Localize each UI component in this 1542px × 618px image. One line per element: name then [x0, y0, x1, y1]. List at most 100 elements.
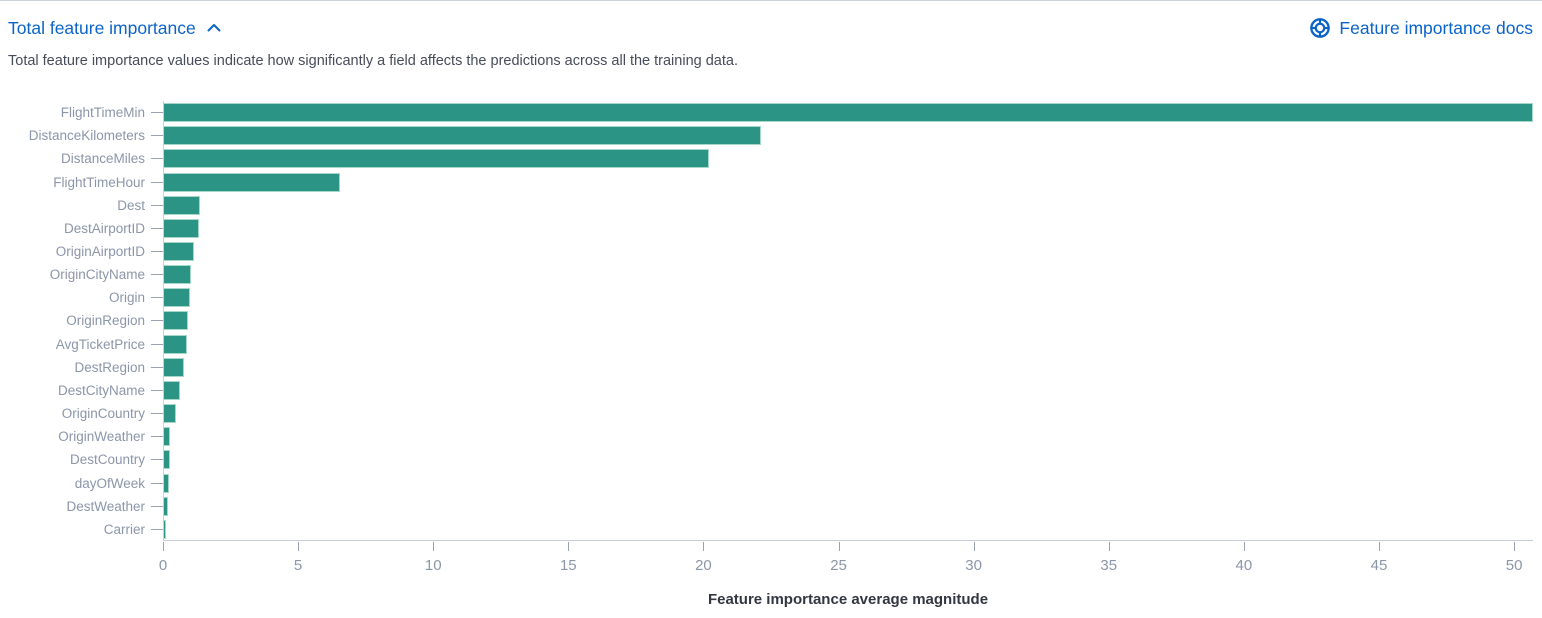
bar-OriginWeather[interactable] [164, 427, 171, 447]
y-axis-label: OriginCityName [49, 267, 145, 283]
x-axis-tick-mark [1514, 542, 1516, 551]
chart-plot-area [163, 101, 1533, 541]
bar-row [164, 240, 1533, 263]
y-axis-label: DestAirportID [63, 220, 145, 236]
bar-row [164, 309, 1533, 332]
y-axis-tick-mark [151, 181, 163, 183]
x-axis-tick-mark [163, 542, 164, 551]
y-axis-tick-mark [151, 528, 163, 530]
y-axis-tick-mark [151, 135, 163, 137]
bar-row [164, 194, 1533, 217]
y-axis-label: DestCityName [57, 382, 145, 398]
bar-AvgTicketPrice[interactable] [164, 334, 187, 354]
bar-row [164, 425, 1533, 448]
bar-DestWeather[interactable] [164, 496, 169, 516]
bar-row [164, 333, 1533, 356]
x-axis-tick-label: 10 [424, 557, 442, 574]
y-axis-label: Dest [117, 197, 145, 213]
bar-OriginCountry[interactable] [164, 404, 176, 424]
y-axis-label-row: Carrier [0, 518, 163, 541]
y-axis-label-row: AvgTicketPrice [0, 333, 163, 356]
x-axis-tick-mark [1108, 542, 1110, 551]
y-axis-label-row: FlightTimeMin [0, 101, 163, 124]
bar-Dest[interactable] [164, 195, 201, 215]
y-axis-label: OriginAirportID [55, 244, 145, 260]
y-axis-tick-mark [151, 112, 163, 114]
bar-Carrier[interactable] [164, 519, 167, 539]
y-axis-label-row: OriginAirportID [0, 240, 163, 263]
y-axis-tick-mark [151, 343, 163, 345]
chevron-up-icon[interactable] [206, 20, 222, 36]
x-axis-tick-mark [838, 542, 840, 551]
bar-row [164, 263, 1533, 286]
bar-DestCountry[interactable] [164, 450, 170, 470]
y-axis-label-row: DestCityName [0, 379, 163, 402]
x-axis-tick-label: 25 [830, 557, 847, 574]
bar-FlightTimeMin[interactable] [164, 103, 1533, 123]
y-axis-label-row: DestAirportID [0, 217, 163, 240]
panel-description: Total feature importance values indicate… [8, 53, 738, 69]
x-axis-tick-mark [1243, 542, 1245, 551]
feature-importance-docs-link[interactable]: Feature importance docs [1309, 17, 1533, 39]
bar-row [164, 217, 1533, 240]
y-axis-label-row: DestWeather [0, 495, 163, 518]
y-axis-label-row: OriginCityName [0, 263, 163, 286]
y-axis-label-row: DistanceKilometers [0, 124, 163, 147]
bar-DestCityName[interactable] [164, 380, 181, 400]
x-axis-tick-label: 30 [965, 557, 982, 574]
y-axis-tick-mark [151, 482, 163, 484]
panel-header: Total feature importance Feature importa… [0, 13, 1542, 43]
y-axis-tick-mark [151, 227, 163, 229]
y-axis-tick-mark [151, 413, 163, 415]
y-axis-label: Origin [108, 290, 145, 306]
bar-row [164, 286, 1533, 309]
y-axis-label: OriginRegion [66, 313, 145, 329]
y-axis-label: AvgTicketPrice [55, 336, 145, 352]
x-axis-tick-label: 5 [293, 557, 303, 574]
y-axis-tick-mark [151, 459, 163, 461]
y-axis-label-row: FlightTimeHour [0, 170, 163, 193]
y-axis-tick-mark [151, 436, 163, 438]
x-axis-tick-mark [433, 542, 435, 551]
y-axis-label-row: DistanceMiles [0, 147, 163, 170]
y-axis-tick-mark [151, 158, 163, 160]
y-axis-label: DistanceMiles [60, 151, 145, 167]
y-axis-label-row: dayOfWeek [0, 472, 163, 495]
y-axis-labels: FlightTimeMin DistanceKilometers DistanceM… [0, 101, 163, 541]
bar-FlightTimeHour[interactable] [164, 172, 340, 192]
x-axis-title: Feature importance average magnitude [707, 591, 989, 608]
documentation-lifebuoy-icon [1309, 17, 1331, 39]
y-axis-tick-mark [151, 297, 163, 299]
bar-DistanceKilometers[interactable] [164, 126, 761, 146]
bar-row [164, 472, 1533, 495]
section-title: Total feature importance [8, 17, 196, 38]
bar-row [164, 495, 1533, 518]
bar-DestAirportID[interactable] [164, 218, 200, 238]
bar-row [164, 448, 1533, 471]
y-axis-tick-mark [151, 204, 163, 206]
bar-DistanceMiles[interactable] [164, 149, 710, 169]
bar-dayOfWeek[interactable] [164, 473, 169, 493]
y-axis-label-row: Dest [0, 194, 163, 217]
bar-row [164, 379, 1533, 402]
x-axis-tick-label: 50 [1505, 557, 1523, 574]
bar-OriginAirportID[interactable] [164, 242, 194, 262]
y-axis-label: dayOfWeek [74, 475, 145, 491]
docs-link-label: Feature importance docs [1339, 17, 1533, 38]
y-axis-label: OriginWeather [58, 429, 145, 445]
y-axis-tick-mark [151, 320, 163, 322]
bar-OriginCityName[interactable] [164, 265, 191, 285]
bar-OriginRegion[interactable] [164, 311, 189, 331]
y-axis-label-row: OriginCountry [0, 402, 163, 425]
bar-row [164, 124, 1533, 147]
bar-Origin[interactable] [164, 288, 190, 308]
y-axis-label-row: DestRegion [0, 356, 163, 379]
y-axis-label: DistanceKilometers [28, 128, 145, 144]
total-feature-importance-toggle[interactable]: Total feature importance [8, 18, 222, 39]
x-axis-tick-mark [298, 542, 300, 551]
y-axis-label: DestCountry [69, 452, 145, 468]
y-axis-label-row: OriginWeather [0, 425, 163, 448]
y-axis-tick-mark [151, 505, 163, 507]
bar-DestRegion[interactable] [164, 357, 184, 377]
